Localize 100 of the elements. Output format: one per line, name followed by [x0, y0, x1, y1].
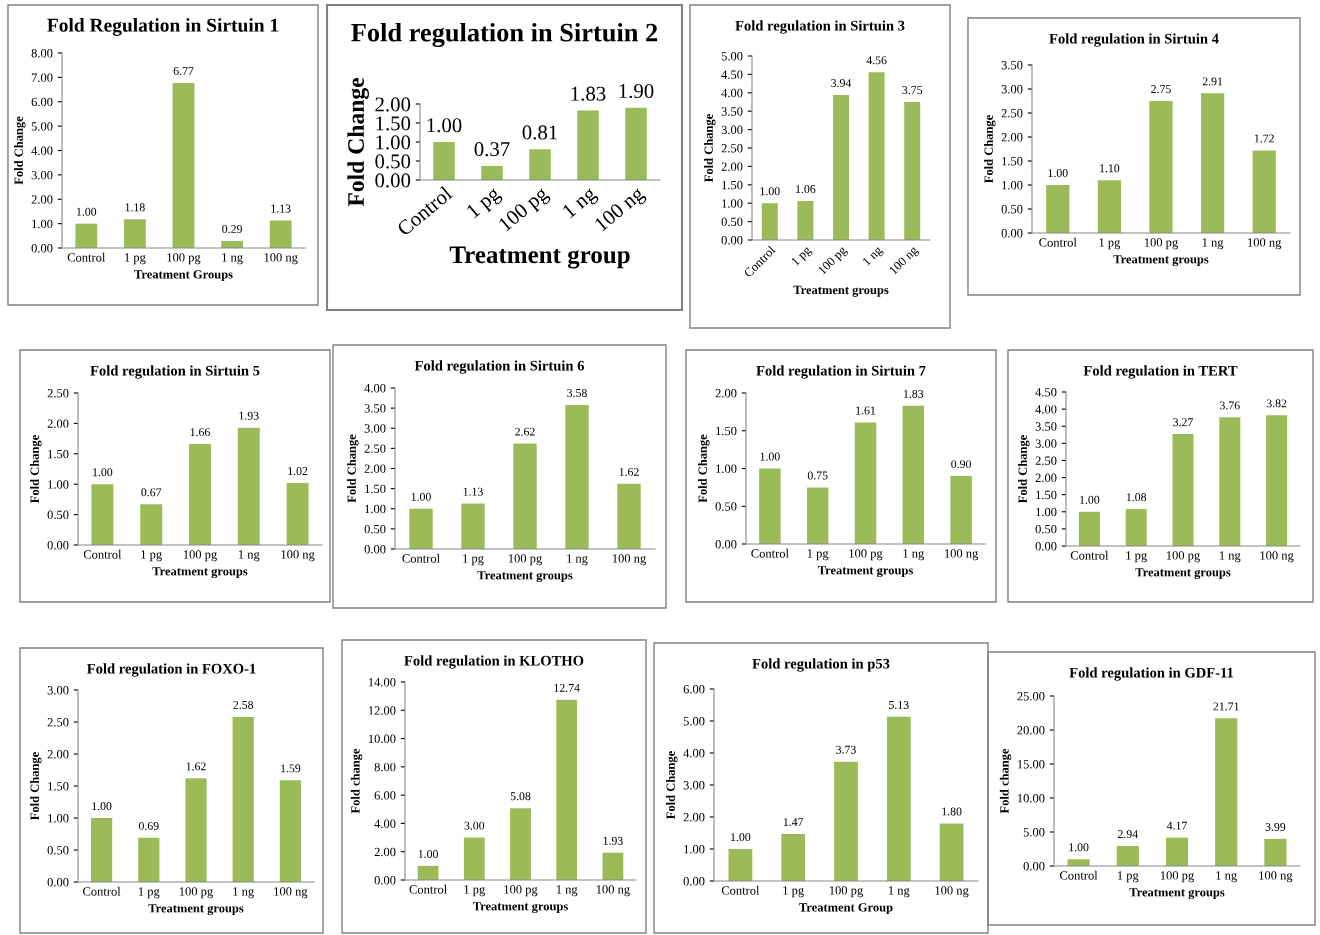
data-label: 1.72	[1254, 134, 1274, 143]
bar	[1172, 434, 1194, 546]
y-tick-label: 1.00	[48, 814, 69, 823]
bar	[854, 422, 877, 544]
y-tick-label: 6.00	[31, 97, 53, 107]
y-tick-label: 2.50	[721, 144, 743, 153]
data-label: 1.62	[619, 467, 639, 476]
y-tick-label: 0.50	[721, 217, 743, 227]
data-label: 1.90	[619, 83, 654, 99]
bar	[1097, 180, 1122, 233]
y-tick-label: 5.00	[1023, 828, 1045, 837]
data-label: 1.80	[942, 807, 962, 816]
y-axis-title: Fold Change	[347, 78, 369, 207]
x-tick-label: 100 pg	[183, 550, 217, 562]
y-tick-label: 3.00	[1035, 439, 1057, 448]
y-tick-label: 2.00	[375, 97, 411, 112]
bar	[1125, 509, 1147, 546]
bar	[902, 405, 925, 544]
y-tick-label: 4.00	[374, 819, 396, 828]
y-tick-label: 3.00	[364, 424, 386, 433]
y-tick-label: 3.00	[683, 781, 705, 790]
y-tick-label: 0.00	[721, 236, 743, 245]
x-tick-label: 100 pg	[817, 245, 849, 277]
data-label: 1.93	[239, 411, 259, 420]
y-tick-label: 3.50	[1035, 422, 1057, 431]
x-tick-label: 1 ng	[888, 886, 910, 898]
x-tick-label: 100 ng	[281, 550, 315, 562]
y-tick-label: 0.00	[1023, 862, 1045, 871]
y-tick-label: 2.00	[715, 389, 737, 398]
data-label: 1.00	[93, 468, 113, 477]
y-tick-label: 2.00	[31, 195, 53, 204]
data-label: 1.00	[731, 833, 751, 842]
y-tick-label: 3.00	[721, 125, 743, 135]
bar	[510, 808, 531, 880]
y-tick-label: 0.00	[715, 540, 737, 549]
x-tick-label: Control	[751, 548, 789, 558]
y-axis-title: Fold change	[350, 748, 363, 814]
y-axis-title: Fold Change	[1018, 435, 1030, 503]
data-label: 1.83	[904, 389, 924, 398]
data-label: 0.81	[522, 125, 557, 140]
bar	[138, 837, 160, 882]
data-label: 3.00	[464, 821, 485, 830]
y-tick-label: 0.00	[374, 876, 396, 885]
bar	[1200, 93, 1225, 233]
y-tick-label: 2.50	[1001, 109, 1023, 118]
x-tick-label: 100 ng	[1259, 871, 1293, 883]
y-tick-label: 14.00	[368, 678, 396, 687]
bar	[1116, 846, 1139, 866]
y-tick-label: 3.50	[364, 404, 386, 413]
y-tick-label: 0.00	[364, 545, 386, 554]
bar	[625, 107, 647, 180]
x-axis-title: Treatment groups	[472, 902, 568, 914]
bar	[481, 165, 503, 180]
data-label: 2.91	[1202, 77, 1223, 86]
y-tick-label: 2.00	[47, 750, 69, 759]
x-tick-label: Control	[1039, 237, 1077, 247]
y-tick-label: 4.00	[364, 384, 386, 393]
y-tick-label: 0.50	[715, 502, 737, 511]
x-tick-label: 1 ng	[1219, 551, 1241, 563]
data-label: 2.62	[515, 427, 535, 436]
bar	[886, 716, 911, 881]
x-tick-label: 1 ng	[567, 554, 588, 566]
x-tick-label: 100 ng	[274, 887, 308, 899]
y-tick-label: 1.00	[32, 219, 53, 229]
y-axis-title: Fold Change	[666, 751, 678, 819]
y-tick-label: 3.00	[1001, 85, 1023, 94]
y-tick-label: 1.00	[365, 504, 386, 514]
y-axis-title: Fold Change	[984, 115, 996, 183]
data-label: 3.73	[836, 745, 856, 754]
chart-title: Fold regulation in GDF-11	[1069, 667, 1234, 681]
x-tick-label: 100 pg	[504, 885, 538, 897]
y-tick-label: 4.00	[721, 88, 743, 98]
y-tick-label: 1.50	[48, 782, 69, 791]
data-label: 2.94	[1117, 830, 1138, 839]
x-tick-label: Control	[67, 252, 106, 262]
bar	[834, 761, 858, 881]
data-label: 1.18	[125, 203, 145, 212]
chart-title: Fold regulation in Sirtuin 5	[90, 365, 260, 379]
y-tick-label: 0.00	[683, 877, 705, 886]
bar	[950, 476, 972, 544]
bar	[781, 833, 806, 881]
y-tick-label: 0.50	[364, 524, 386, 534]
y-tick-label: 2.00	[47, 419, 69, 428]
x-tick-label: 100 ng	[612, 554, 646, 566]
bar	[728, 849, 753, 881]
x-tick-label: 100 pg	[1144, 238, 1178, 250]
x-tick-label: 1 ng	[1202, 238, 1224, 250]
y-tick-label: 5.00	[683, 717, 705, 726]
y-tick-label: 0.50	[1035, 524, 1057, 534]
y-axis-title: Fold Change	[347, 434, 359, 503]
bar	[279, 780, 302, 882]
data-label: 0.69	[138, 821, 159, 830]
y-tick-label: 10.00	[1017, 794, 1045, 803]
x-tick-label: 1 pg	[125, 253, 146, 265]
y-tick-label: 1.00	[684, 845, 705, 854]
y-tick-label: 0.00	[1035, 542, 1057, 551]
data-label: 1.13	[463, 487, 483, 496]
data-label: 1.66	[190, 428, 210, 437]
data-label: 5.13	[889, 700, 909, 709]
data-label: 1.06	[796, 185, 816, 194]
